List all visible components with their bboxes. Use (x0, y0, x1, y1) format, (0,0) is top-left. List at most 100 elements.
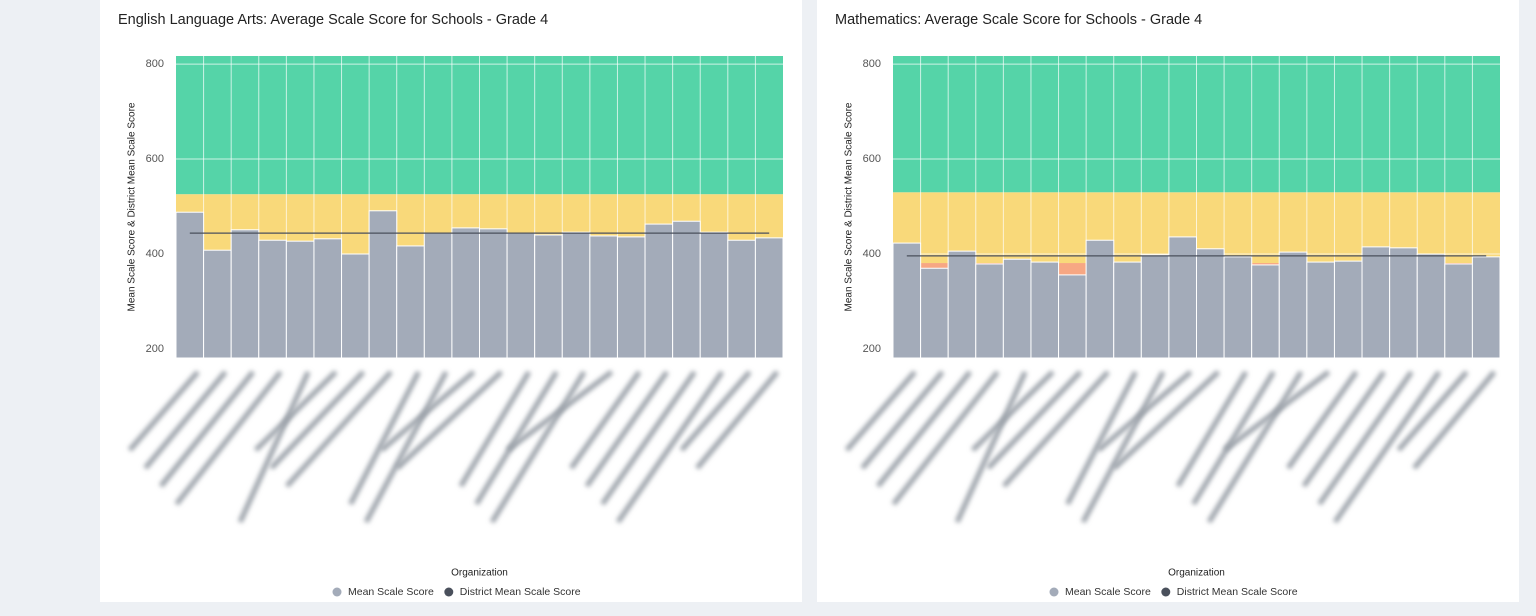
x-axis-title: Organization (451, 568, 508, 579)
bar (1444, 263, 1473, 359)
blurred-category-label (679, 370, 752, 452)
bar (920, 267, 949, 359)
bar (1030, 261, 1060, 359)
legend-marker (444, 587, 454, 597)
blurred-category-label (458, 370, 532, 488)
bar (203, 249, 232, 359)
bar (1085, 239, 1115, 359)
bar (1278, 251, 1308, 359)
blurred-category-label (363, 370, 449, 524)
blurred-category-label (127, 370, 200, 452)
y-tick-label: 400 (146, 248, 164, 260)
bar (285, 240, 315, 359)
blurred-category-label (1112, 370, 1220, 470)
chart-title: English Language Arts: Average Scale Sco… (118, 12, 548, 28)
bar (947, 250, 977, 359)
bar (368, 210, 398, 359)
legend-marker (1161, 587, 1171, 597)
bar (175, 211, 205, 359)
bar (258, 239, 287, 359)
blurred-category-label (506, 370, 614, 452)
x-axis-title: Organization (1168, 568, 1225, 579)
bar (561, 231, 591, 359)
blurred-category-label (489, 370, 587, 524)
legend-marker (1049, 587, 1059, 597)
blurred-category-label (1191, 370, 1276, 506)
blurred-category-label (1317, 370, 1414, 506)
y-tick-label: 800 (863, 58, 881, 70)
y-tick-label: 800 (146, 58, 164, 70)
blurred-category-label (844, 370, 917, 452)
blurred-category-label (986, 370, 1083, 470)
blurred-category-label (1097, 370, 1193, 452)
blurred-category-label (159, 370, 255, 488)
blurred-category-label (971, 370, 1055, 452)
y-tick-label: 200 (863, 343, 881, 355)
chart: English Language Arts: Average Scale Sco… (118, 12, 784, 598)
bar (754, 237, 784, 359)
blurred-category-label (1065, 370, 1138, 506)
blurred-category-label (695, 370, 780, 470)
bar (1471, 256, 1501, 359)
bar (727, 239, 756, 359)
legend-label: Mean Scale Score (348, 586, 434, 598)
legend-marker (332, 587, 342, 597)
blurred-category-label (380, 370, 476, 452)
blurred-category-label (584, 370, 669, 488)
bar (230, 229, 260, 359)
bar (1389, 247, 1418, 359)
bar (1113, 261, 1142, 359)
chart-title: Mathematics: Average Scale Score for Sch… (835, 12, 1202, 28)
blurred-category-label (876, 370, 972, 488)
blurred-category-label (1301, 370, 1386, 488)
blurred-category-label (395, 370, 503, 470)
blurred-category-label (474, 370, 559, 506)
bar (1168, 236, 1197, 359)
blurred-category-label (860, 370, 945, 470)
legend-label: District Mean Scale Score (460, 586, 581, 598)
blurred-category-label (600, 370, 697, 506)
blurred-category-label (1002, 370, 1110, 488)
bar (1416, 253, 1446, 359)
blurred-category-label (269, 370, 366, 470)
bar (479, 228, 508, 359)
blurred-category-label (237, 370, 311, 524)
chart-card: English Language Arts: Average Scale Sco… (100, 0, 802, 602)
blurred-category-label (254, 370, 338, 452)
blurred-category-label (954, 370, 1028, 524)
bar (699, 231, 729, 359)
blurred-category-label (143, 370, 228, 470)
y-axis-title: Mean Scale Score & District Mean Scale S… (844, 102, 855, 311)
blurred-category-label (1286, 370, 1359, 470)
blurred-category-label (348, 370, 421, 506)
bar (313, 238, 343, 359)
blurred-category-label (615, 370, 725, 524)
bar (1196, 248, 1225, 359)
y-tick-label: 400 (863, 248, 881, 260)
bar (1140, 254, 1170, 359)
bar (975, 263, 1004, 359)
chart: Mathematics: Average Scale Score for Sch… (835, 12, 1501, 598)
bar (1333, 260, 1363, 359)
y-tick-label: 200 (146, 343, 164, 355)
blurred-category-label (174, 370, 283, 506)
bar (1306, 261, 1335, 359)
bar (423, 232, 453, 359)
blurred-category-label (1332, 370, 1442, 524)
legend-label: Mean Scale Score (1065, 586, 1151, 598)
bar (1058, 274, 1087, 359)
blurred-category-label (1175, 370, 1249, 488)
blurred-category-label (891, 370, 1000, 506)
bar (1251, 264, 1280, 359)
bar (644, 223, 674, 359)
legend-label: District Mean Scale Score (1177, 586, 1298, 598)
bar (451, 227, 480, 359)
blurred-category-label (285, 370, 393, 488)
bar (341, 253, 370, 359)
bar (534, 234, 563, 359)
blurred-category-label (1223, 370, 1331, 452)
blurred-category-label (569, 370, 642, 470)
y-tick-label: 600 (863, 153, 881, 165)
chart-card: Mathematics: Average Scale Score for Sch… (817, 0, 1519, 602)
